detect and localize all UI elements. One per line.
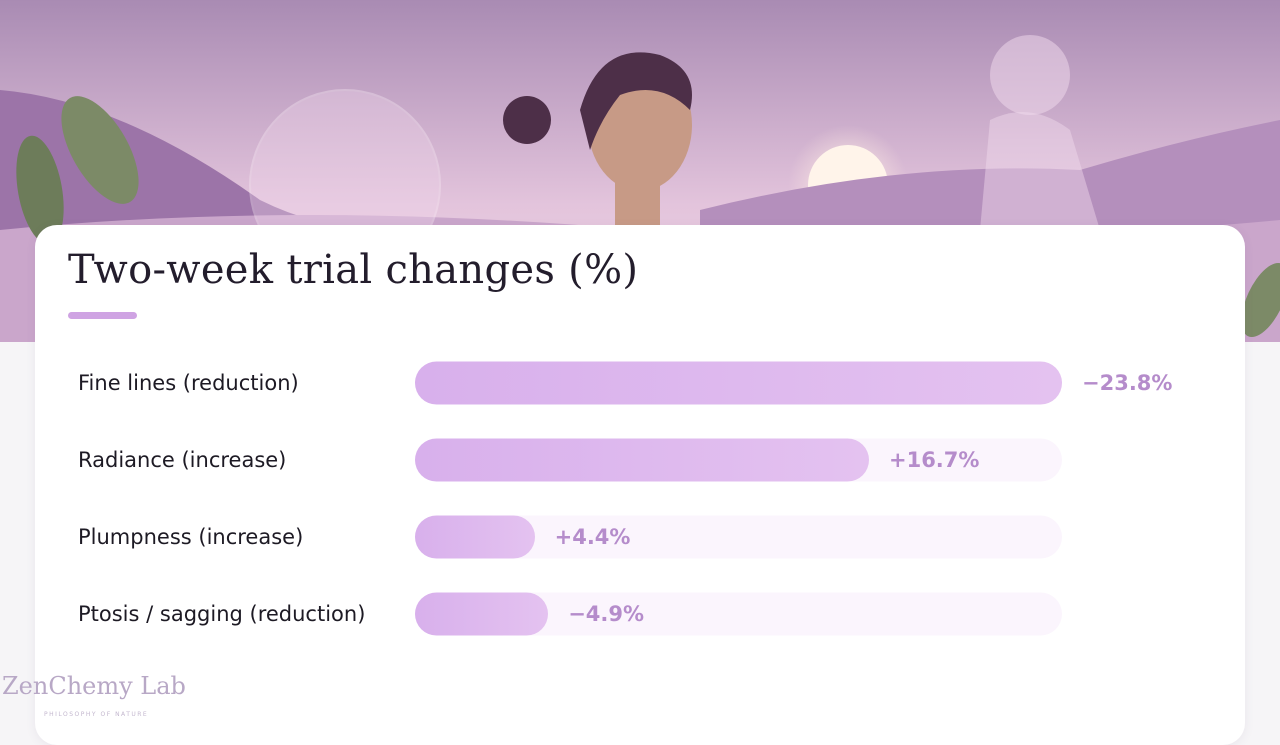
bar [415,438,869,482]
bar [415,515,535,559]
brand-tagline: PHILOSOPHY OF NATURE [44,711,149,718]
bar [415,592,549,636]
category-label: Fine lines (reduction) [78,371,299,395]
bar-track [415,361,1062,405]
bar-track [415,515,1062,559]
bar-track [415,438,1062,482]
chart-card: Two-week trial changes (%) Fine lines (r… [35,225,1245,745]
bar [415,361,1062,405]
category-label: Plumpness (increase) [78,525,304,549]
title-accent [68,312,137,319]
value-label: −4.9% [568,602,645,626]
value-label: −23.8% [1082,371,1173,395]
bar-track [415,592,1062,636]
category-label: Ptosis / sagging (reduction) [78,602,366,626]
value-label: +16.7% [888,448,980,472]
brand-name: ZenChemy Lab [2,672,186,700]
category-label: Radiance (increase) [78,448,287,472]
page: Two-week trial changes (%) Fine lines (r… [0,0,1280,718]
value-label: +4.4% [554,525,631,549]
chart-title: Two-week trial changes (%) [68,247,639,293]
